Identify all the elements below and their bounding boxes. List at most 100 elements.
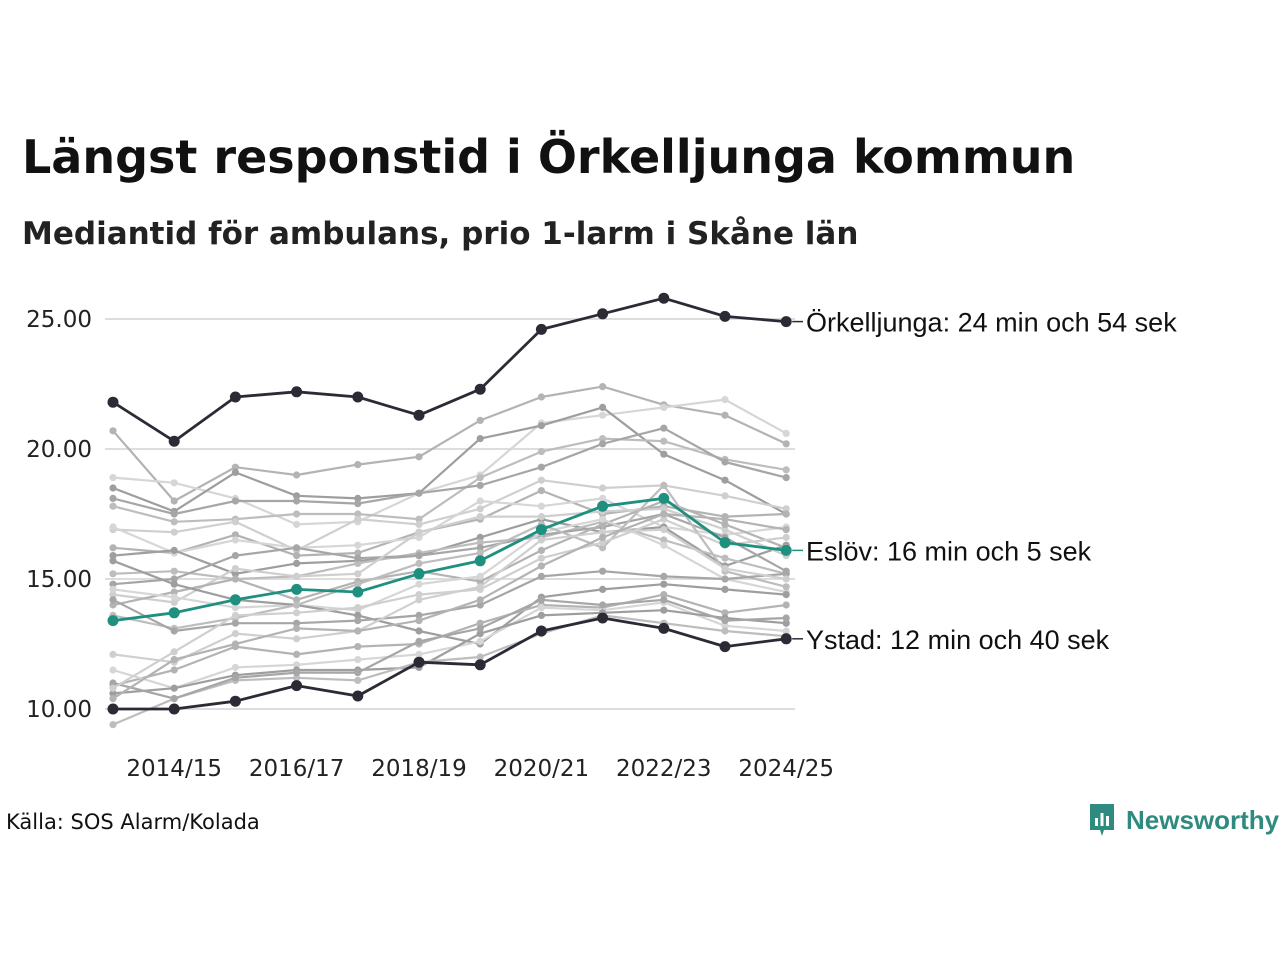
series--rkelljunga-point xyxy=(780,316,792,328)
series-point xyxy=(109,502,117,510)
series-line xyxy=(112,406,787,515)
series-point xyxy=(721,396,729,404)
series-point xyxy=(415,650,423,659)
series-point xyxy=(415,611,423,620)
series-point xyxy=(293,619,301,627)
series-point xyxy=(354,541,362,549)
series-point xyxy=(476,544,484,552)
series-point xyxy=(109,666,117,674)
series-point xyxy=(354,617,362,625)
series-point xyxy=(476,539,484,547)
series-point xyxy=(660,515,668,523)
series--rkelljunga-point xyxy=(168,435,180,447)
series-point xyxy=(415,591,423,599)
series-point xyxy=(476,578,484,586)
series-point xyxy=(109,684,117,692)
series-point xyxy=(170,510,178,518)
newsworthy-icon xyxy=(1090,804,1114,836)
series-point xyxy=(415,627,423,635)
series-point xyxy=(109,721,117,729)
series-point xyxy=(109,557,117,565)
series-point xyxy=(537,596,546,604)
series-point xyxy=(170,656,178,664)
series-line xyxy=(112,484,787,630)
series-point xyxy=(170,684,178,692)
series-point xyxy=(415,617,423,625)
series-point xyxy=(293,669,301,677)
series-point xyxy=(293,624,301,633)
series-point xyxy=(170,593,178,601)
series-point xyxy=(476,596,484,604)
series-point xyxy=(599,515,607,523)
series-point xyxy=(599,567,607,575)
series-point xyxy=(660,606,668,614)
series-point xyxy=(293,650,301,659)
series-esl-v-point xyxy=(168,607,180,619)
series-point xyxy=(782,474,790,482)
series-point xyxy=(354,669,362,677)
series-point xyxy=(109,679,117,687)
series-point xyxy=(599,601,607,609)
series-point xyxy=(782,429,790,437)
series-point xyxy=(782,526,790,534)
series-point xyxy=(537,554,546,562)
series-point xyxy=(231,630,239,638)
series-line xyxy=(112,479,787,552)
series-esl-v-point xyxy=(352,586,364,598)
series-ystad-point xyxy=(229,695,241,707)
series-point xyxy=(660,596,668,604)
series-point xyxy=(354,494,362,502)
gridlines xyxy=(105,318,795,710)
series-point xyxy=(721,526,729,534)
series-point xyxy=(293,596,301,604)
series-point xyxy=(537,448,546,456)
series-ystad-line xyxy=(113,616,787,711)
series-point xyxy=(109,544,117,552)
series-point xyxy=(599,403,607,411)
series-point xyxy=(293,559,301,568)
series-point xyxy=(476,474,484,482)
chart-title: Längst responstid i Örkelljunga kommun xyxy=(22,130,1076,184)
series-point xyxy=(782,601,790,609)
series-point xyxy=(293,572,301,581)
series-point xyxy=(476,533,484,542)
series-point xyxy=(170,598,178,607)
series-point xyxy=(109,591,117,599)
y-tick-label: 25.00 xyxy=(26,307,92,333)
series-point xyxy=(354,627,362,635)
series-point xyxy=(231,663,239,672)
series-point xyxy=(660,510,668,518)
series-point xyxy=(170,627,178,635)
series-point xyxy=(109,585,117,594)
series-point xyxy=(599,528,607,536)
series-point xyxy=(476,481,484,489)
series-point xyxy=(782,510,790,518)
x-tick-label: 2018/19 xyxy=(371,756,467,782)
series-line xyxy=(112,437,787,523)
series-point xyxy=(476,624,484,633)
series-point xyxy=(721,609,729,617)
series-point xyxy=(537,463,546,471)
series-point xyxy=(293,492,301,500)
series-point xyxy=(721,622,729,630)
series--rkelljunga-point xyxy=(352,391,364,403)
series-point xyxy=(782,575,790,583)
series-point xyxy=(231,463,239,471)
series-point xyxy=(599,411,607,419)
series-point xyxy=(721,458,729,466)
series-point xyxy=(293,601,301,609)
series-point xyxy=(231,565,239,573)
series-point xyxy=(415,520,423,529)
series-point xyxy=(293,674,301,682)
series-point xyxy=(660,526,668,534)
series-point xyxy=(170,580,178,588)
series-point xyxy=(721,575,729,583)
series-line xyxy=(112,598,787,700)
series--rkelljunga-point xyxy=(719,310,731,322)
series-point xyxy=(599,533,607,542)
series-point xyxy=(354,554,362,562)
series-point xyxy=(170,575,178,583)
series-point xyxy=(354,500,362,508)
series-point xyxy=(537,562,546,570)
series--rkelljunga-point xyxy=(474,383,486,395)
